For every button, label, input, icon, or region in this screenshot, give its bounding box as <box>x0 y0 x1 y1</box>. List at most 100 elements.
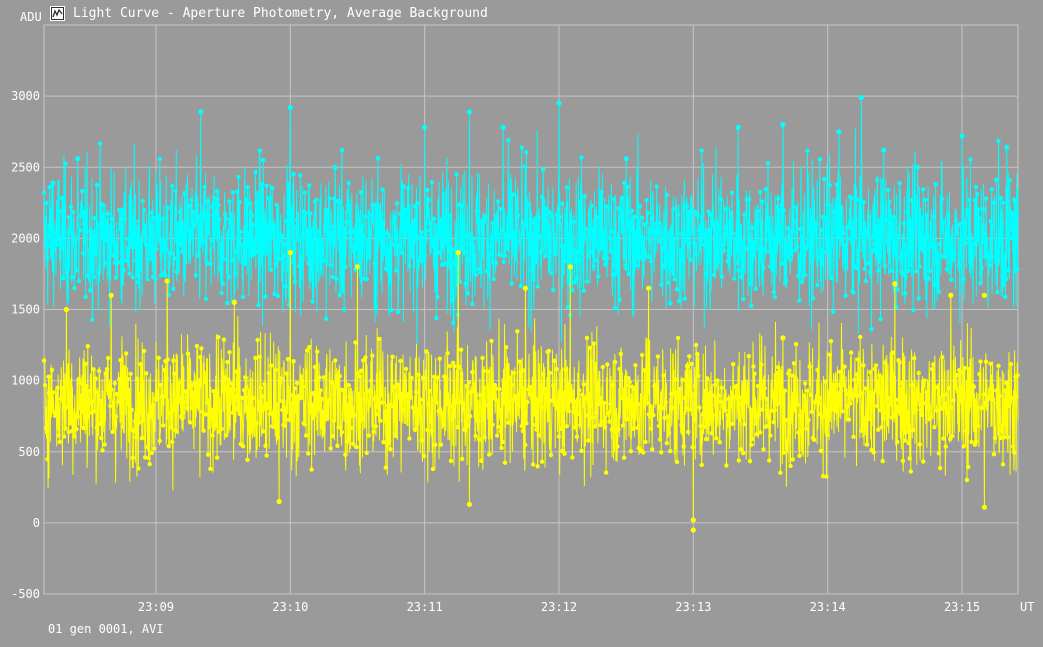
data-point <box>650 447 655 452</box>
data-point <box>343 452 348 457</box>
data-point <box>152 215 157 221</box>
data-point <box>514 395 519 400</box>
data-point <box>429 428 435 434</box>
data-point <box>263 443 268 448</box>
data-point <box>782 388 788 393</box>
data-point <box>267 411 273 417</box>
data-point <box>136 280 141 285</box>
data-point <box>870 247 875 253</box>
data-point <box>87 288 93 293</box>
data-point <box>391 384 396 389</box>
data-point <box>895 287 900 292</box>
data-point <box>155 395 160 400</box>
data-point <box>460 203 465 208</box>
data-point <box>264 453 269 458</box>
data-point <box>692 383 698 389</box>
data-point <box>312 364 318 370</box>
data-point <box>121 268 127 273</box>
data-point <box>635 425 640 430</box>
data-point <box>833 230 838 235</box>
data-point <box>958 370 963 375</box>
data-point <box>597 247 602 252</box>
data-point <box>108 292 114 298</box>
data-point <box>299 261 304 267</box>
x-tick-label: 23:12 <box>541 600 577 614</box>
data-point <box>328 262 333 268</box>
data-point <box>319 396 324 402</box>
data-point <box>352 228 357 233</box>
data-point <box>645 384 650 389</box>
data-point <box>176 221 182 226</box>
data-point <box>1007 178 1012 183</box>
data-point <box>749 303 754 308</box>
window-title: Light Curve - Aperture Photometry, Avera… <box>73 5 488 21</box>
data-point <box>164 376 169 381</box>
data-point <box>456 202 462 207</box>
data-point <box>752 239 757 244</box>
data-point <box>772 294 777 300</box>
data-point <box>461 230 466 235</box>
data-point <box>300 232 305 237</box>
data-point <box>338 199 343 204</box>
data-point <box>171 286 176 292</box>
data-point <box>113 414 119 419</box>
data-point <box>199 346 204 351</box>
x-tick-label: 23:11 <box>407 600 443 614</box>
data-point <box>273 367 278 373</box>
data-point <box>994 388 999 393</box>
data-point <box>320 243 325 248</box>
data-point <box>735 260 740 265</box>
data-point <box>976 423 981 429</box>
data-point <box>707 227 712 232</box>
data-point <box>71 428 76 433</box>
data-point <box>302 422 307 427</box>
data-point <box>501 259 506 264</box>
data-point <box>294 380 300 386</box>
data-point <box>753 421 758 426</box>
data-point <box>666 430 672 436</box>
data-point <box>100 448 105 453</box>
data-point <box>762 246 767 252</box>
data-point <box>910 307 916 312</box>
data-point <box>921 459 926 464</box>
data-point <box>484 369 490 374</box>
data-point <box>267 196 273 201</box>
data-point <box>64 263 69 268</box>
data-point <box>925 234 930 239</box>
data-point <box>964 477 970 483</box>
data-point <box>135 273 140 278</box>
data-point <box>912 356 917 361</box>
data-point <box>148 231 153 236</box>
data-point <box>387 232 392 238</box>
data-point <box>470 301 475 307</box>
data-point <box>666 231 672 236</box>
data-point <box>282 423 287 428</box>
data-point <box>1009 395 1015 401</box>
data-point <box>61 207 67 213</box>
data-point <box>499 253 504 258</box>
data-point <box>1015 267 1020 272</box>
data-point <box>146 455 151 461</box>
data-point <box>41 190 47 195</box>
data-point <box>202 379 207 385</box>
title-bar: Light Curve - Aperture Photometry, Avera… <box>50 4 488 22</box>
data-point <box>611 196 617 202</box>
data-point <box>210 433 215 438</box>
data-point <box>844 404 849 409</box>
data-point <box>849 350 854 355</box>
data-point <box>255 249 260 255</box>
data-point <box>526 233 531 238</box>
data-point <box>964 208 970 213</box>
data-point <box>46 374 51 379</box>
data-point <box>968 403 973 408</box>
data-point <box>220 388 225 394</box>
data-point <box>520 232 526 238</box>
data-point <box>228 219 233 225</box>
data-point <box>644 400 649 405</box>
data-point <box>689 207 694 212</box>
data-point <box>315 229 320 234</box>
data-point <box>943 444 948 449</box>
data-point <box>94 425 100 430</box>
data-point <box>167 410 173 416</box>
data-point <box>223 216 229 221</box>
